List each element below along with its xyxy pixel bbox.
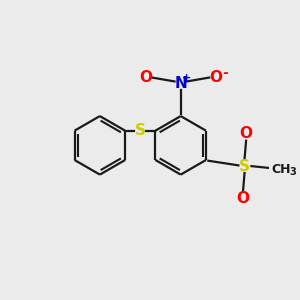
- Text: O: O: [140, 70, 153, 85]
- Text: O: O: [209, 70, 222, 85]
- Text: 3: 3: [289, 167, 296, 177]
- Text: S: S: [135, 123, 146, 138]
- Text: CH: CH: [272, 164, 291, 176]
- Text: S: S: [239, 159, 250, 174]
- Text: O: O: [236, 191, 250, 206]
- Text: N: N: [174, 76, 187, 91]
- Text: O: O: [240, 126, 253, 141]
- Text: +: +: [182, 73, 191, 83]
- Text: -: -: [223, 66, 228, 80]
